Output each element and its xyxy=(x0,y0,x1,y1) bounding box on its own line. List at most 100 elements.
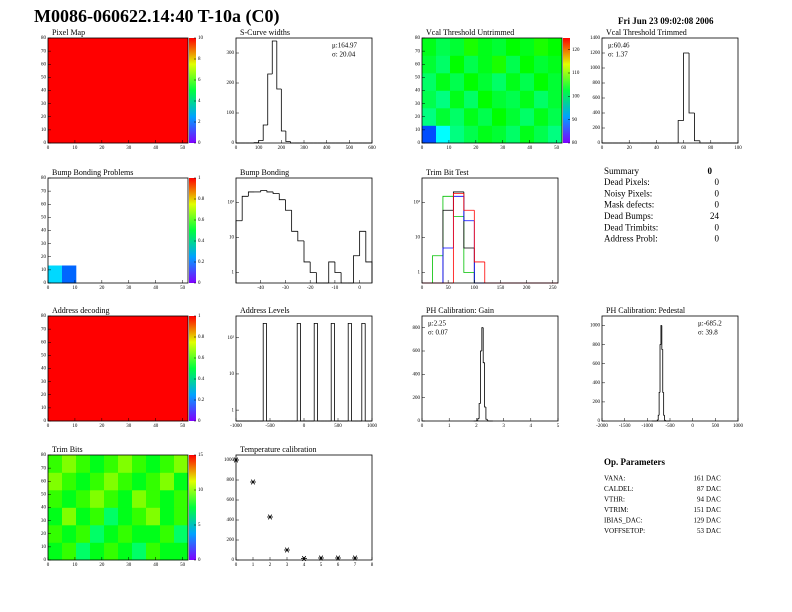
panel-title: Bump Bonding Problems xyxy=(52,168,133,177)
heatmap-cell xyxy=(146,455,161,473)
stats-text: σ: 1.37 xyxy=(608,51,628,59)
stats-text: μ:164.97 xyxy=(332,42,357,50)
panel-title: PH Calibration: Gain xyxy=(426,306,494,315)
x-tick-label: 40 xyxy=(654,146,660,151)
x-tick-label: 50 xyxy=(180,563,186,568)
histogram-bin xyxy=(452,193,464,283)
x-tick-label: 50 xyxy=(446,286,452,291)
heatmap-cell xyxy=(62,333,77,352)
heatmap-cell xyxy=(48,403,63,422)
heatmap-cell xyxy=(76,455,91,473)
histogram-bin xyxy=(278,193,286,201)
panel-title: Vcal Threshold Trimmed xyxy=(606,28,687,37)
y-tick-label: 20 xyxy=(415,115,421,120)
heatmap-cell xyxy=(104,507,119,526)
x-tick-label: 0 xyxy=(235,146,238,151)
heatmap-cell xyxy=(48,333,63,352)
y-tick-label: 30 xyxy=(41,380,47,385)
heatmap-cell xyxy=(48,472,63,491)
heatmap-cell xyxy=(104,55,119,74)
plot-frame xyxy=(421,315,559,422)
y-tick-label: 400 xyxy=(593,111,601,116)
histogram-bin xyxy=(262,124,268,141)
summary-label: Dead Trimbits: xyxy=(604,222,658,232)
x-tick-label: -1000 xyxy=(230,424,242,429)
heatmap-cell xyxy=(548,90,563,109)
heatmap-cell xyxy=(76,55,91,74)
heatmap-cell xyxy=(132,90,147,109)
summary-label: Noisy Pixels: xyxy=(604,188,652,198)
x-tick-label: 500 xyxy=(712,424,720,429)
heatmap-cell xyxy=(132,490,147,508)
x-tick-label: 10 xyxy=(446,146,452,151)
y-tick-label: 600 xyxy=(593,362,601,367)
histogram-bin xyxy=(480,350,482,404)
heatmap-cell xyxy=(104,525,119,543)
y-tick-label: 40 xyxy=(41,506,47,511)
parameter-name: VTRIM: xyxy=(604,506,629,514)
heatmap-cell xyxy=(160,525,175,543)
heatmap-cell xyxy=(48,542,63,561)
heatmap-cell xyxy=(492,38,507,56)
heatmap-cell xyxy=(90,386,105,404)
heatmap-cell xyxy=(48,455,63,473)
heatmap-cell xyxy=(146,333,161,352)
summary-count: 0 xyxy=(715,222,720,232)
heatmap-cell xyxy=(118,108,133,126)
x-tick-label: 0 xyxy=(303,424,306,429)
y-tick-label: 200 xyxy=(227,81,235,86)
parameter-unit: DAC xyxy=(706,517,721,525)
heatmap-cell xyxy=(90,403,105,422)
x-tick-label: 5 xyxy=(320,563,323,568)
heatmap-cell xyxy=(132,316,147,334)
heatmap-cell xyxy=(76,403,91,422)
heatmap-cell xyxy=(506,38,521,56)
heatmap-cell xyxy=(76,472,91,491)
x-tick-label: 200 xyxy=(523,286,531,291)
heatmap-cell xyxy=(118,507,133,526)
x-tick-label: 40 xyxy=(153,563,159,568)
z-tick-label: 5 xyxy=(198,523,201,528)
summary-label: Dead Bumps: xyxy=(604,211,653,221)
histogram-bin xyxy=(484,362,486,408)
y-tick-label: 0 xyxy=(598,141,601,146)
heatmap-cell xyxy=(62,316,77,334)
heatmap-cell xyxy=(76,351,91,369)
heatmap-cell xyxy=(160,386,175,404)
y-tick-label: 70 xyxy=(41,466,47,471)
heatmap-cell xyxy=(90,108,105,126)
heatmap-cell xyxy=(174,542,189,561)
x-tick-label: 20 xyxy=(627,146,633,151)
x-tick-label: 0 xyxy=(421,424,424,429)
stats-text: μ:60.46 xyxy=(608,42,630,50)
y-tick-label: 70 xyxy=(415,49,421,54)
heatmap-cell xyxy=(492,125,507,144)
y-tick-label: 80 xyxy=(415,36,421,41)
heatmap-cell xyxy=(118,368,133,387)
z-tick-label: 80 xyxy=(572,141,578,146)
panel-title: S-Curve widths xyxy=(240,28,290,37)
heatmap-cell xyxy=(146,490,161,508)
heatmap-cell xyxy=(534,55,549,74)
heatmap-cell xyxy=(90,38,105,56)
heatmap-cell xyxy=(174,455,189,473)
heatmap-cell xyxy=(48,265,63,284)
heatmap-cell xyxy=(62,542,77,561)
heatmap-cell xyxy=(48,55,63,74)
heatmap-cell xyxy=(62,108,77,126)
histogram-bin xyxy=(478,403,481,419)
x-tick-label: -1500 xyxy=(619,424,631,429)
z-tick-label: 1 xyxy=(198,314,201,319)
heatmap-cell xyxy=(534,125,549,144)
heatmap-cell xyxy=(478,38,493,56)
heatmap-cell xyxy=(118,73,133,91)
heatmap-cell xyxy=(76,38,91,56)
heatmap-cell xyxy=(174,403,189,422)
heatmap-cell xyxy=(118,455,133,473)
heatmap-cell xyxy=(104,333,119,352)
histogram-bin xyxy=(291,210,298,232)
x-tick-label: 60 xyxy=(681,146,687,151)
x-tick-label: -2000 xyxy=(596,424,608,429)
histogram-bin xyxy=(463,193,475,211)
